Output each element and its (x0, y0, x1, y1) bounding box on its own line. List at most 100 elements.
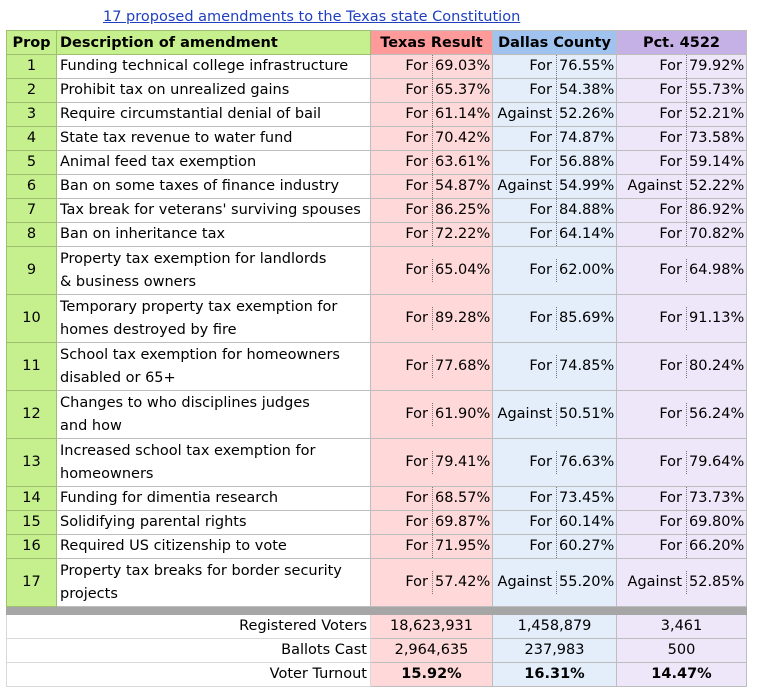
table-row: 6 Ban on some taxes of finance industry … (6, 174, 747, 199)
dallas-county-result: Against 54.99% (492, 174, 617, 199)
amendments-table: Prop Description of amendment Texas Resu… (6, 30, 747, 687)
texas-result-verdict: For (405, 490, 428, 506)
prop-number: 17 (6, 558, 57, 607)
pct-4522-result-verdict: For (659, 406, 682, 422)
texas-result-percent: 65.04% (432, 259, 490, 282)
dallas-county-result-percent: 55.20% (556, 571, 614, 594)
dallas-county-result-verdict: For (529, 310, 552, 326)
pct-4522-result-verdict: For (659, 454, 682, 470)
table-row: 11 School tax exemption for homeowners di… (6, 342, 747, 391)
dallas-county-result-percent: 60.14% (556, 511, 614, 534)
dallas-county-result-percent: 76.55% (556, 55, 614, 78)
summary-texas: 15.92% (370, 662, 493, 687)
dallas-county-result-verdict: For (529, 490, 552, 506)
pct-4522-result: For 59.14% (616, 150, 747, 175)
amendment-description: Prohibit tax on unrealized gains (56, 78, 371, 103)
amendment-description: Required US citizenship to vote (56, 534, 371, 559)
dallas-county-result-verdict: Against (497, 574, 552, 590)
dallas-county-result-percent: 76.63% (556, 451, 614, 474)
texas-result-percent: 68.57% (432, 487, 490, 510)
dallas-county-result: For 62.00% (492, 246, 617, 295)
texas-result-percent: 61.14% (432, 103, 490, 126)
texas-result-verdict: For (405, 574, 428, 590)
prop-number: 5 (6, 150, 57, 175)
texas-result-verdict: For (405, 262, 428, 278)
pct-4522-result: For 79.64% (616, 438, 747, 487)
texas-result: For 70.42% (370, 126, 493, 151)
header-row: Prop Description of amendment Texas Resu… (6, 30, 747, 55)
texas-result-verdict: For (405, 454, 428, 470)
amendment-description: Changes to who disciplines judges and how (56, 390, 371, 439)
dallas-county-result-verdict: For (529, 202, 552, 218)
prop-number: 16 (6, 534, 57, 559)
dallas-county-result-percent: 54.38% (556, 79, 614, 102)
dallas-county-result-verdict: For (529, 514, 552, 530)
texas-result-percent: 77.68% (432, 355, 490, 378)
dallas-county-result-verdict: For (529, 262, 552, 278)
pct-4522-result: For 56.24% (616, 390, 747, 439)
pct-4522-result: For 73.73% (616, 486, 747, 511)
texas-result-verdict: For (405, 514, 428, 530)
dallas-county-result: For 84.88% (492, 198, 617, 223)
separator-row (6, 606, 747, 615)
texas-result: For 68.57% (370, 486, 493, 511)
dallas-county-result: For 60.27% (492, 534, 617, 559)
texas-result: For 69.87% (370, 510, 493, 535)
pct-4522-result-percent: 55.73% (686, 79, 744, 102)
texas-result-percent: 89.28% (432, 307, 490, 330)
summary-label: Registered Voters (6, 614, 371, 639)
pct-4522-result: For 91.13% (616, 294, 747, 343)
texas-result: For 69.03% (370, 54, 493, 79)
amendment-description: Animal feed tax exemption (56, 150, 371, 175)
summary-pct-4522: 14.47% (616, 662, 747, 687)
pct-4522-result-verdict: For (659, 226, 682, 242)
dallas-county-result-percent: 54.99% (556, 175, 614, 198)
dallas-county-result-verdict: For (529, 58, 552, 74)
description-line: Tax break for veterans' surviving spouse… (60, 202, 361, 218)
pct-4522-result-percent: 52.85% (686, 571, 744, 594)
summary-dallas: 1,458,879 (492, 614, 617, 639)
texas-result: For 61.90% (370, 390, 493, 439)
texas-result-percent: 63.61% (432, 151, 490, 174)
texas-result-verdict: For (405, 58, 428, 74)
summary-row: Ballots Cast 2,964,635 237,983 500 (6, 638, 747, 663)
texas-result-verdict: For (405, 406, 428, 422)
amendment-description: Ban on inheritance tax (56, 222, 371, 247)
pct-4522-result-percent: 69.80% (686, 511, 744, 534)
dallas-county-result-verdict: Against (497, 406, 552, 422)
dallas-county-result-verdict: For (529, 130, 552, 146)
table-row: 14 Funding for dimentia research For 68.5… (6, 486, 747, 511)
description-line: Ban on some taxes of finance industry (60, 178, 340, 194)
description-line: Required US citizenship to vote (60, 538, 287, 554)
description-line: homeowners (60, 465, 154, 482)
table-row: 15 Solidifying parental rights For 69.87%… (6, 510, 747, 535)
dallas-county-result-percent: 56.88% (556, 151, 614, 174)
texas-result: For 71.95% (370, 534, 493, 559)
texas-result: For 86.25% (370, 198, 493, 223)
texas-result-verdict: For (405, 130, 428, 146)
prop-number: 12 (6, 390, 57, 439)
texas-result-verdict: For (405, 226, 428, 242)
pct-4522-result: For 79.92% (616, 54, 747, 79)
table-title[interactable]: 17 proposed amendments to the Texas stat… (103, 9, 521, 25)
amendment-description: Funding technical college infrastructure (56, 54, 371, 79)
pct-4522-result-verdict: For (659, 514, 682, 530)
texas-result-verdict: For (405, 106, 428, 122)
dallas-county-result: For 76.63% (492, 438, 617, 487)
dallas-county-result-verdict: Against (497, 106, 552, 122)
pct-4522-result-verdict: For (659, 106, 682, 122)
description-line: Funding technical college infrastructure (60, 58, 349, 74)
description-line: projects (60, 585, 118, 602)
texas-result-percent: 71.95% (432, 535, 490, 558)
dallas-county-result-verdict: For (529, 538, 552, 554)
description-line: Funding for dimentia research (60, 490, 279, 506)
dallas-county-header: Dallas County (492, 30, 617, 55)
pct-4522-result-percent: 59.14% (686, 151, 744, 174)
texas-result: For 63.61% (370, 150, 493, 175)
texas-result: For 65.37% (370, 78, 493, 103)
amendment-description: Increased school tax exemption for homeow… (56, 438, 371, 487)
prop-number: 8 (6, 222, 57, 247)
dallas-county-result-verdict: For (529, 226, 552, 242)
pct-4522-result-verdict: For (659, 58, 682, 74)
amendment-description: Solidifying parental rights (56, 510, 371, 535)
